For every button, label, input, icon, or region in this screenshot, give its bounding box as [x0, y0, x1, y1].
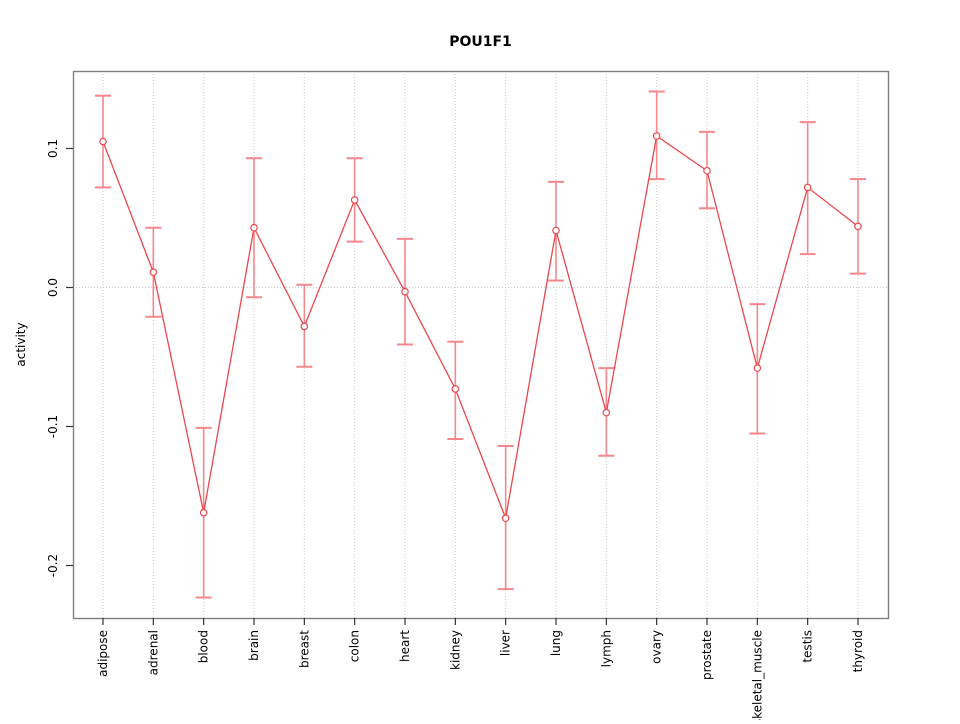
data-point-lung	[552, 226, 560, 235]
data-point-colon	[350, 196, 359, 204]
chart-title: POU1F1	[449, 34, 512, 50]
x-tick-label-breast: breast	[297, 630, 311, 668]
x-tick-label-thyroid: thyroid	[851, 630, 865, 672]
data-point-adrenal	[149, 268, 158, 277]
x-tick-label-skeletal_muscle: skeletal_muscle	[750, 630, 764, 720]
data-point-blood	[199, 508, 208, 517]
data-point-lymph	[602, 408, 611, 417]
data-point-prostate	[703, 166, 711, 175]
data-point-ovary	[652, 132, 661, 140]
data-point-brain	[250, 223, 258, 232]
data-point-breast	[300, 322, 309, 331]
data-point-kidney	[451, 385, 460, 393]
data-point-heart	[401, 287, 409, 296]
y-tick-label: -0.1	[46, 415, 60, 438]
x-tick-label-testis: testis	[801, 630, 815, 663]
x-tick-label-brain: brain	[247, 630, 261, 661]
series-line-activity	[102, 134, 859, 521]
y-axis-label: activity	[14, 322, 28, 366]
x-tick-label-lymph: lymph	[599, 630, 613, 667]
x-tick-label-colon: colon	[348, 630, 362, 662]
x-tick-label-heart: heart	[398, 630, 412, 662]
x-tick-label-adrenal: adrenal	[146, 630, 160, 675]
x-tick-label-ovary: ovary	[650, 630, 664, 664]
plot-frame	[72, 70, 890, 620]
data-point-liver	[501, 514, 510, 523]
y-tick-label: 0.1	[46, 139, 60, 158]
y-tick-label: -0.2	[46, 554, 60, 577]
x-tick-label-adipose: adipose	[96, 630, 110, 677]
data-point-skeletal_muscle	[753, 364, 762, 372]
data-point-thyroid	[854, 222, 862, 231]
x-tick-label-kidney: kidney	[448, 630, 462, 670]
data-point-testis	[803, 183, 812, 192]
data-point-adipose	[99, 137, 107, 146]
x-tick-label-lung: lung	[549, 630, 563, 656]
x-tick-label-blood: blood	[197, 630, 211, 663]
x-tick-label-prostate: prostate	[700, 630, 714, 680]
x-tick-label-liver: liver	[499, 630, 513, 656]
y-tick-label: 0.0	[46, 278, 60, 297]
